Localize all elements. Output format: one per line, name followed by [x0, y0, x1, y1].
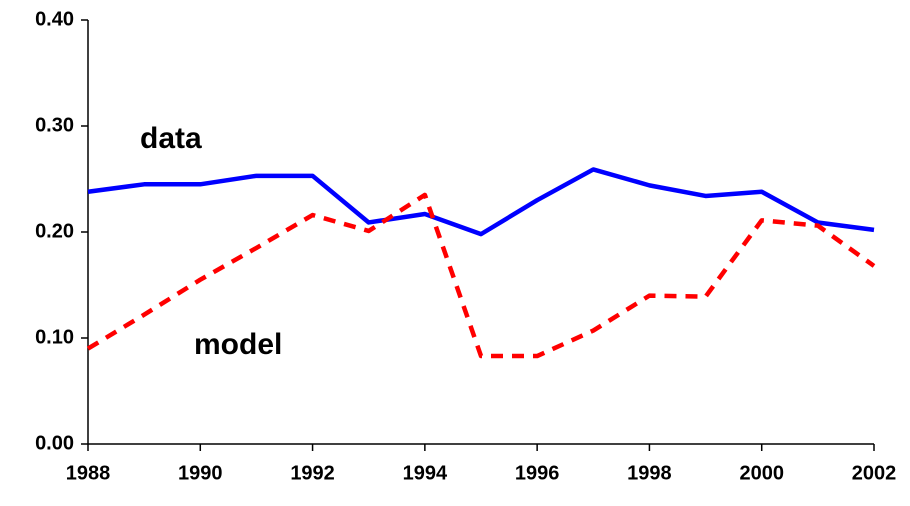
x-tick-label: 1996: [515, 462, 560, 484]
x-tick-label: 2000: [739, 462, 784, 484]
series-annotation: data: [140, 122, 202, 155]
x-tick-label: 1988: [66, 462, 111, 484]
x-tick-label: 1990: [178, 462, 223, 484]
y-tick-label: 0.20: [35, 220, 74, 242]
x-tick-label: 1998: [627, 462, 672, 484]
y-tick-label: 0.10: [35, 326, 74, 348]
series-annotation: model: [194, 328, 282, 361]
y-tick-label: 0.40: [35, 8, 74, 30]
y-tick-label: 0.00: [35, 432, 74, 454]
x-tick-label: 1992: [290, 462, 335, 484]
y-tick-label: 0.30: [35, 114, 74, 136]
series-line: [86, 192, 876, 359]
x-tick-label: 2002: [852, 462, 897, 484]
x-tick-label: 1994: [403, 462, 448, 484]
series-line: [87, 167, 875, 237]
